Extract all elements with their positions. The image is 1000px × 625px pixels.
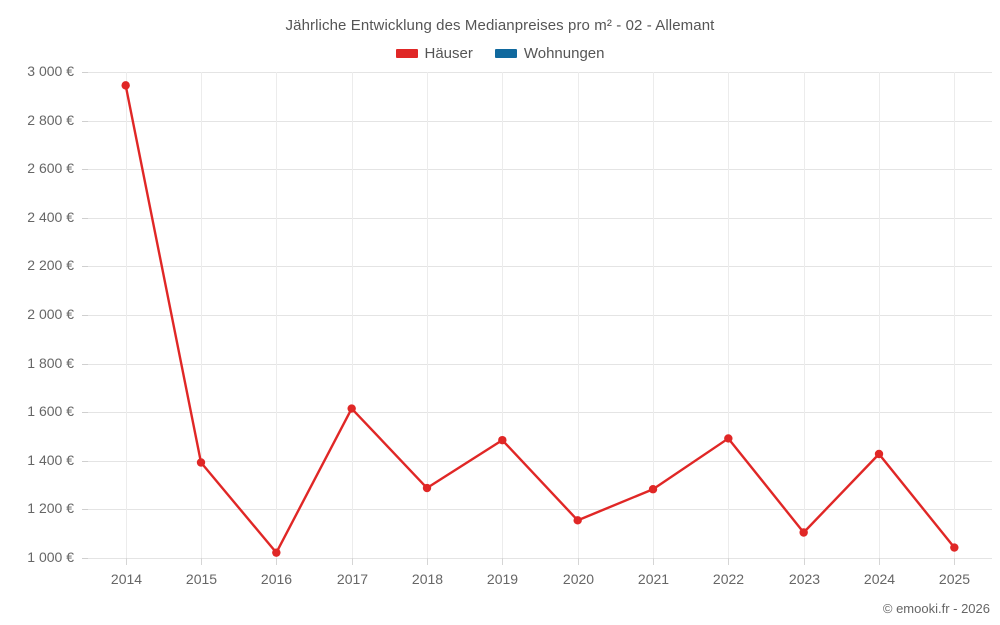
data-point-marker[interactable] — [121, 81, 130, 90]
x-axis-tick-label: 2024 — [864, 571, 895, 587]
y-axis-tick-label: 2 600 € — [27, 160, 74, 176]
data-point-marker[interactable] — [347, 404, 356, 413]
x-axis-tick-label: 2016 — [261, 571, 292, 587]
y-axis-tick-label: 1 200 € — [27, 500, 74, 516]
data-point-marker[interactable] — [799, 528, 808, 537]
data-point-marker[interactable] — [874, 449, 884, 459]
chart-legend: Häuser Wohnungen — [0, 45, 1000, 62]
data-point-marker[interactable] — [272, 548, 281, 557]
x-axis-tick-label: 2017 — [337, 571, 368, 587]
series-line-häuser — [124, 84, 956, 554]
x-axis-tick-label: 2018 — [412, 571, 443, 587]
y-axis-tick-label: 1 000 € — [27, 549, 74, 565]
legend-item-hauser[interactable]: Häuser — [395, 45, 473, 62]
data-point-marker[interactable] — [950, 543, 959, 552]
data-point-marker[interactable] — [422, 483, 432, 493]
x-axis-tick-label: 2023 — [789, 571, 820, 587]
y-axis-tick-label: 2 000 € — [27, 306, 74, 322]
y-axis-tick-label: 3 000 € — [27, 63, 74, 79]
x-axis-tick-label: 2020 — [563, 571, 594, 587]
x-axis-tick-label: 2021 — [638, 571, 669, 587]
data-point-marker[interactable] — [498, 435, 507, 445]
data-series-layer — [121, 81, 959, 557]
x-axis-labels: 2014 2015 2016 2017 2018 2019 2020 2021 2022 2023… — [111, 571, 970, 587]
x-axis-tick-label: 2022 — [713, 571, 744, 587]
y-axis-tick-label: 2 200 € — [27, 257, 74, 273]
x-axis-tick-label: 2025 — [939, 571, 970, 587]
y-axis-tickmarks — [82, 72, 88, 559]
legend-swatch-icon — [395, 49, 418, 58]
y-axis-tick-label: 1 600 € — [27, 403, 74, 419]
data-point-marker[interactable] — [196, 458, 206, 467]
data-point-marker[interactable] — [724, 434, 733, 443]
y-axis-labels: 1 000 € 1 200 € 1 400 € 1 600 € 1 800 € 2 000… — [27, 63, 74, 565]
data-point-marker[interactable] — [648, 485, 658, 494]
x-axis-tick-label: 2019 — [487, 571, 518, 587]
legend-label-hauser: Häuser — [424, 45, 473, 62]
x-axis-tick-label: 2014 — [111, 571, 142, 587]
data-point-marker[interactable] — [573, 516, 582, 525]
x-axis-tick-label: 2015 — [186, 571, 217, 587]
legend-label-wohnungen: Wohnungen — [523, 45, 605, 62]
copyright-credit: © emooki.fr - 2026 — [882, 601, 990, 616]
legend-item-wohnungen[interactable]: Wohnungen — [494, 45, 605, 62]
vertical-gridlines — [126, 72, 955, 558]
chart-title: Jährliche Entwicklung des Medianpreises … — [285, 17, 715, 34]
y-axis-tick-label: 2 400 € — [27, 209, 74, 225]
y-axis-tick-label: 1 400 € — [27, 452, 74, 468]
horizontal-gridlines — [88, 72, 992, 559]
x-axis-tickmarks — [126, 558, 955, 565]
y-axis-tick-label: 2 800 € — [27, 112, 74, 128]
legend-swatch-icon — [494, 49, 517, 58]
y-axis-tick-label: 1 800 € — [27, 355, 74, 371]
